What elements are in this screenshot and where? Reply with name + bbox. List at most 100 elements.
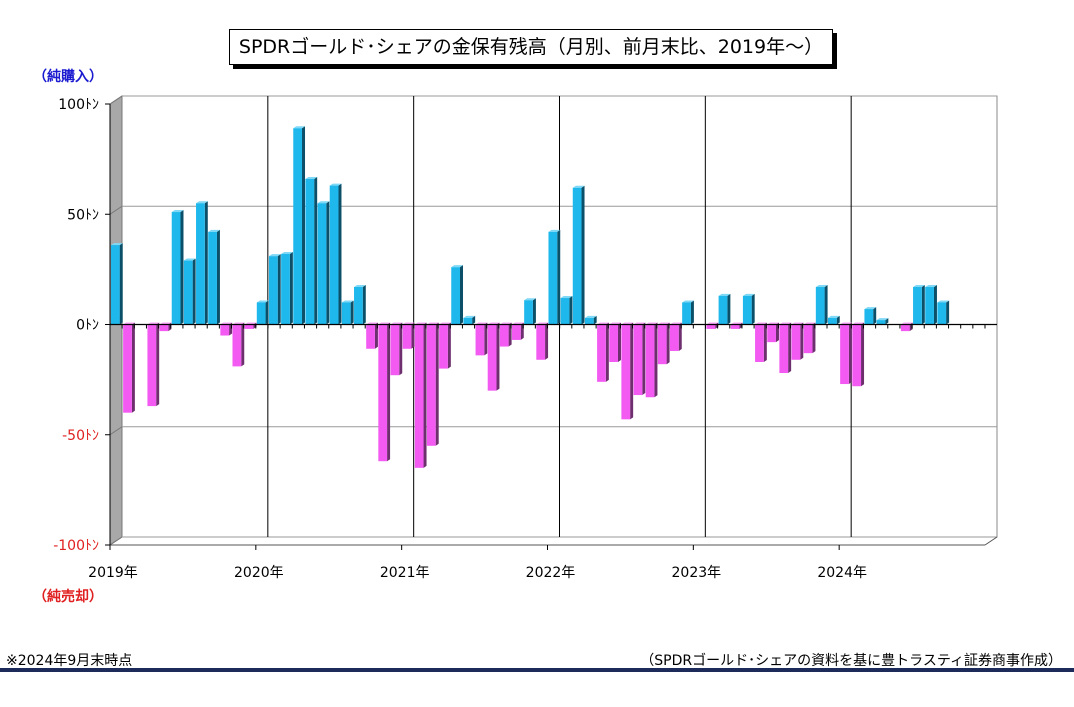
bar-top (183, 258, 196, 261)
bar-2020-11 (378, 322, 391, 462)
bar-2019-02 (123, 322, 135, 413)
bar-top (293, 126, 306, 129)
floor-edge-depth (984, 536, 998, 546)
bar-face (354, 287, 363, 325)
bar-side (314, 176, 318, 325)
bar-face (463, 317, 473, 325)
bar-face (900, 324, 910, 332)
bar-side (484, 322, 488, 356)
bar-side (119, 243, 123, 325)
bar-2023-12 (827, 315, 840, 325)
bar-face (913, 287, 922, 325)
bar-2021-10 (512, 322, 524, 340)
bar-face (645, 324, 655, 398)
bar-side (204, 201, 208, 325)
bar-2019-06 (171, 210, 184, 325)
gridline-depth (109, 95, 123, 105)
bar-top (827, 315, 840, 318)
bar-face (524, 300, 533, 325)
bar-side (593, 315, 597, 325)
bar-side (873, 307, 877, 325)
bar-2019-12 (244, 322, 257, 329)
bar-2024-03 (864, 307, 877, 325)
bar-2021-07 (475, 322, 488, 356)
bar-top (925, 285, 937, 288)
bar-face (803, 324, 813, 354)
bar-side (557, 229, 561, 325)
bar-side (788, 322, 792, 374)
bar-face (110, 245, 120, 325)
bar-face (402, 324, 412, 349)
bar-side (399, 322, 403, 376)
bar-top (110, 243, 123, 246)
bar-2020-08 (341, 300, 354, 325)
bar-face (633, 324, 643, 396)
bar-top (354, 285, 366, 288)
gridline-depth (109, 426, 123, 436)
net-purchase-label: （純購入） (33, 69, 103, 85)
bar-2020-04 (293, 126, 306, 325)
bar-2019-04 (147, 322, 160, 407)
bar-2021-08 (487, 322, 500, 391)
y-tick-label: 100ﾄﾝ (58, 97, 99, 113)
bar-2022-12 (682, 300, 694, 325)
bar-side (812, 322, 816, 354)
gridline-depth (109, 205, 123, 215)
bar-face (621, 324, 631, 420)
bar-face (390, 324, 400, 376)
bottom-rule (0, 668, 1074, 672)
bar-side (216, 229, 220, 325)
bar-top (524, 298, 536, 301)
bar-top (196, 201, 208, 204)
bar-face (499, 324, 509, 347)
bar-face (682, 302, 691, 325)
bar-2020-01 (256, 300, 269, 325)
bar-2019-05 (159, 322, 172, 332)
gridline-depth (109, 536, 123, 546)
bar-2022-01 (548, 229, 561, 325)
bar-2022-07 (621, 322, 634, 420)
bar-face (718, 295, 728, 325)
bar-2021-05 (451, 265, 463, 325)
bar-face (183, 260, 193, 325)
bar-top (256, 300, 269, 303)
bar-face (925, 287, 934, 325)
bar-2023-02 (706, 322, 719, 329)
y-tick-label: -50ﾄﾝ (62, 428, 99, 444)
bar-side (763, 322, 767, 362)
bar-top (815, 285, 828, 288)
bar-side (180, 210, 184, 325)
bar-face (536, 324, 546, 360)
bar-face (123, 324, 132, 413)
bar-face (305, 178, 315, 325)
bar-2020-06 (317, 201, 330, 325)
bar-side (727, 293, 731, 325)
bar-face (609, 324, 618, 362)
bar-side (265, 300, 269, 325)
bar-face (341, 302, 351, 325)
bar-face (366, 324, 375, 349)
bar-top (329, 183, 342, 186)
bar-side (326, 201, 330, 325)
bar-2023-04 (730, 322, 743, 329)
bar-face (451, 267, 460, 325)
bar-side (690, 300, 694, 325)
bar-2021-06 (463, 315, 476, 325)
bar-2020-02 (268, 254, 281, 325)
bar-face (147, 324, 157, 407)
bar-face (244, 324, 254, 329)
bar-side (642, 322, 646, 396)
bar-face (815, 287, 825, 325)
bar-side (496, 322, 500, 391)
bar-2022-06 (609, 322, 621, 362)
bar-face (256, 302, 266, 325)
bar-face (767, 324, 776, 343)
bar-side (581, 185, 585, 325)
bar-2023-11 (815, 285, 828, 325)
bar-side (508, 322, 512, 347)
bar-top (317, 201, 330, 204)
y-tick-label: 50ﾄﾝ (67, 207, 99, 223)
bar-side (447, 322, 451, 369)
bar-2020-10 (366, 322, 378, 349)
bar-top (560, 296, 573, 299)
